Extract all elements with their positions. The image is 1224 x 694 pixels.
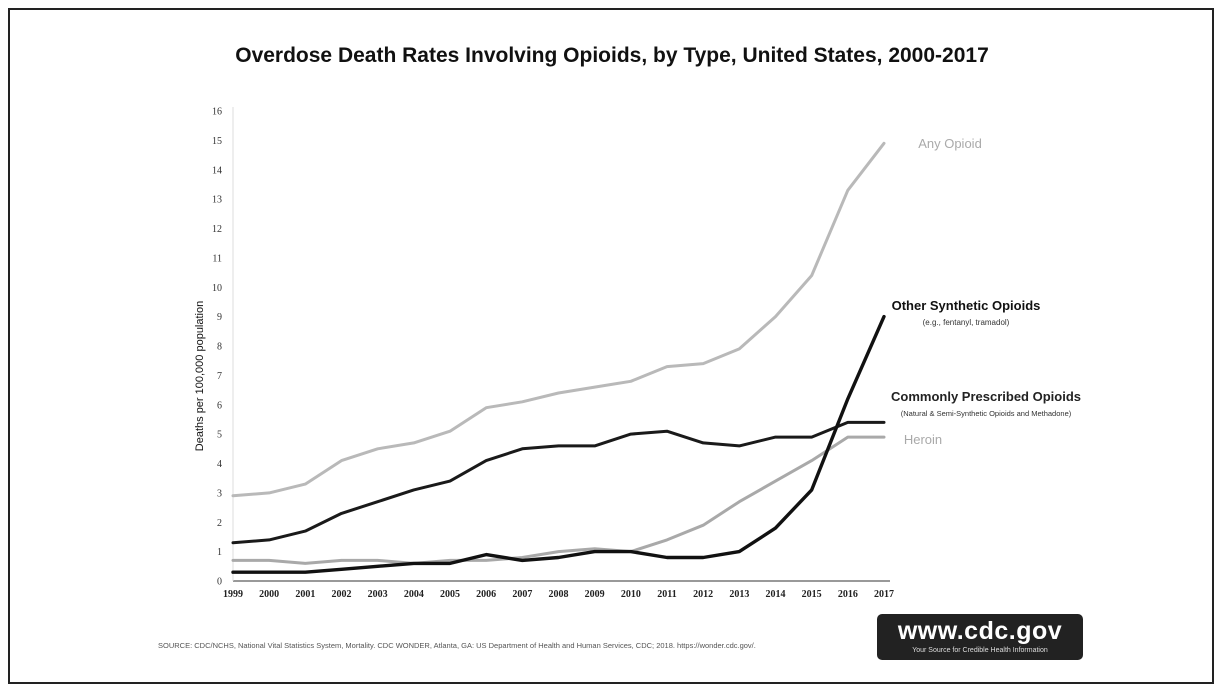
- x-tick-label: 2008: [549, 589, 569, 600]
- x-tick-label: 2013: [729, 589, 749, 600]
- y-tick-label: 3: [217, 488, 222, 499]
- cdc-website-link[interactable]: www.cdc.gov: [897, 617, 1063, 645]
- x-tick-label: 2010: [621, 589, 641, 600]
- y-tick-label: 16: [212, 107, 222, 118]
- y-tick-label: 1: [217, 547, 222, 558]
- x-tick-label: 2005: [440, 589, 460, 600]
- series-labels: Any Opioid Other Synthetic Opioids (e.g., …: [891, 136, 1081, 447]
- x-tick-label: 2016: [838, 589, 858, 600]
- series-sublabel-commonly-prescribed-opioids: (Natural & Semi-Synthetic Opioids and Me…: [901, 409, 1072, 418]
- x-tick-label: 2011: [657, 589, 676, 600]
- y-tick-label: 15: [212, 136, 222, 147]
- x-tick-label: 2014: [766, 589, 786, 600]
- x-tick-label: 2009: [585, 589, 605, 600]
- x-tick-label: 2015: [802, 589, 822, 600]
- y-tick-label: 0: [217, 577, 222, 588]
- cdc-tagline: Your Source for Credible Health Informat…: [912, 647, 1048, 654]
- chart-frame: [8, 8, 1214, 684]
- series-line-heroin: [231, 435, 886, 565]
- series-label-heroin: Heroin: [904, 432, 942, 447]
- x-tick-label: 1999: [223, 589, 243, 600]
- cdc-website-badge[interactable]: www.cdc.gov Your Source for Credible Hea…: [877, 614, 1083, 660]
- y-tick-label: 5: [217, 430, 222, 441]
- series-label-other-synthetic-opioids: Other Synthetic Opioids: [892, 298, 1041, 313]
- series-line-commonly-prescribed-opioids: [231, 420, 886, 545]
- y-axis-label: Deaths per 100,000 population: [194, 301, 206, 451]
- x-tick-label: 2006: [476, 589, 496, 600]
- source-note: SOURCE: CDC/NCHS, National Vital Statist…: [158, 641, 756, 650]
- x-tick-label: 2000: [259, 589, 279, 600]
- x-tick-label: 2012: [693, 589, 713, 600]
- y-tick-label: 11: [212, 253, 222, 264]
- series-line-any-opioid: [231, 141, 886, 498]
- series-sublabel-other-synthetic-opioids: (e.g., fentanyl, tramadol): [923, 318, 1010, 327]
- chart-axes: [232, 107, 890, 582]
- y-tick-label: 10: [212, 283, 222, 294]
- x-tick-label: 2002: [332, 589, 352, 600]
- series-lines: [231, 141, 886, 574]
- y-tick-label: 14: [212, 165, 222, 176]
- y-tick-label: 2: [217, 518, 222, 529]
- y-tick-label: 7: [217, 371, 222, 382]
- x-tick-label: 2001: [295, 589, 315, 600]
- y-tick-label: 9: [217, 312, 222, 323]
- y-tick-label: 4: [217, 459, 222, 470]
- x-tick-labels: 1999 2000 2001 2002 2003 2004 2005 2006 2007 2008…: [223, 589, 894, 600]
- series-label-any-opioid: Any Opioid: [918, 136, 982, 151]
- y-tick-label: 6: [217, 400, 222, 411]
- y-tick-label: 13: [212, 195, 222, 206]
- chart-title: Overdose Death Rates Involving Opioids, …: [235, 44, 989, 67]
- x-tick-label: 2003: [368, 589, 388, 600]
- y-tick-label: 8: [217, 342, 222, 353]
- y-tick-label: 12: [212, 224, 222, 235]
- x-tick-label: 2017: [874, 589, 894, 600]
- series-line-other-synthetic-opioids: [231, 314, 886, 574]
- x-tick-label: 2007: [512, 589, 532, 600]
- series-label-commonly-prescribed-opioids: Commonly Prescribed Opioids: [891, 389, 1081, 404]
- x-tick-label: 2004: [404, 589, 424, 600]
